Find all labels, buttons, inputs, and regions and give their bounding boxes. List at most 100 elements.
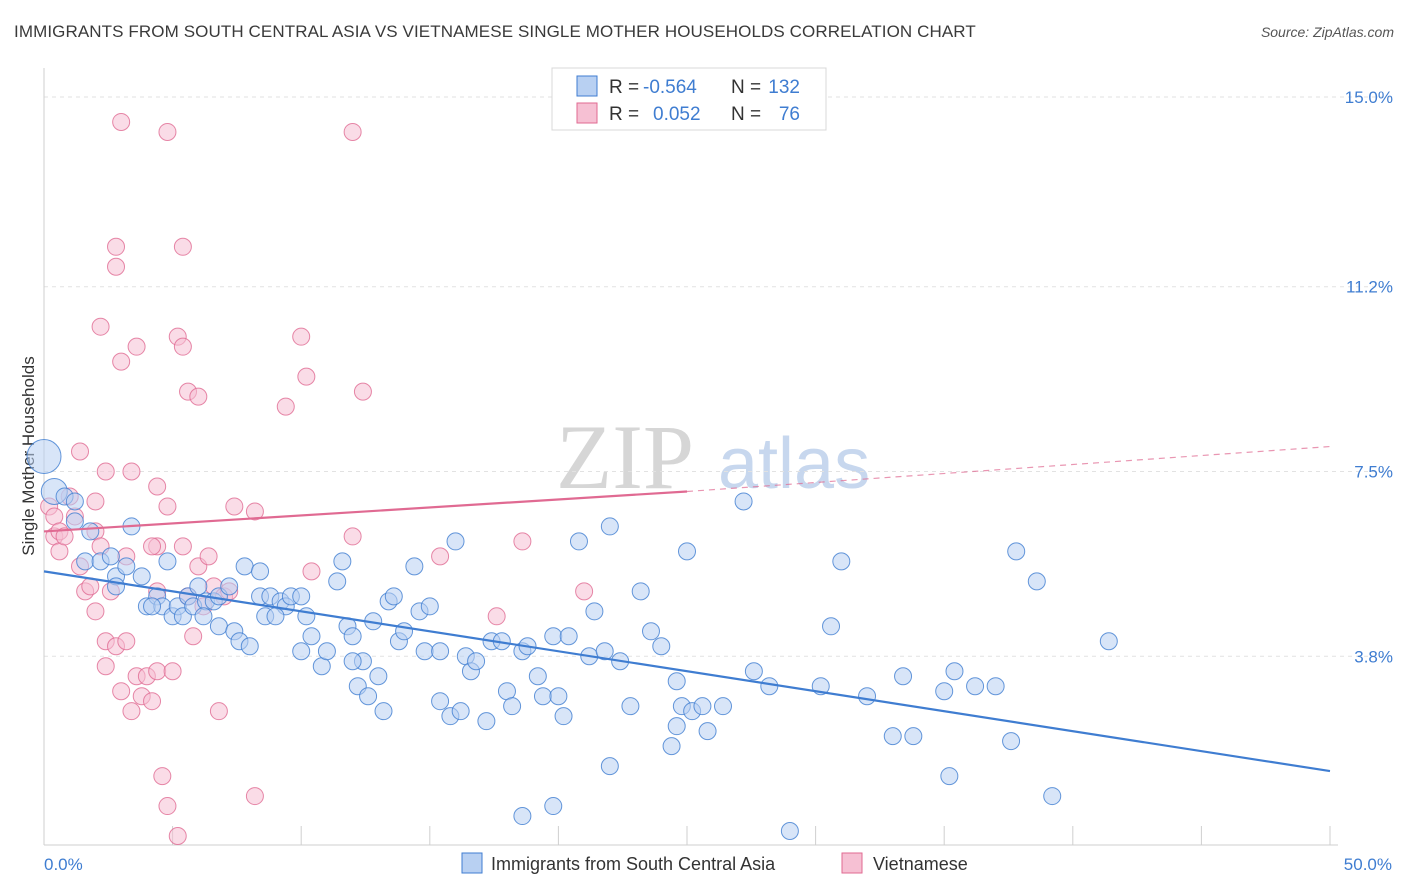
- south-central-asia-point: [698, 722, 717, 741]
- trend-lines: [43, 445, 1331, 773]
- y-axis-tick-labels: 3.8% 7.5% 11.2% 15.0%: [1345, 88, 1393, 666]
- stats-legend-box: [551, 67, 827, 131]
- vietnamese-point: [91, 317, 110, 336]
- south-central-asia-point: [1099, 632, 1118, 651]
- vietnamese-point: [45, 507, 64, 526]
- south-central-asia-point: [544, 797, 563, 816]
- watermark-atlas: atlas: [718, 424, 870, 504]
- vietnamese-point: [158, 497, 177, 516]
- south-central-asia-point: [467, 652, 486, 671]
- south-central-asia-point: [1043, 787, 1062, 806]
- south-central-asia-point: [513, 807, 532, 826]
- south-central-asia-point: [641, 622, 660, 641]
- x-tick-label-min: 0.0%: [44, 855, 83, 874]
- south-central-asia-point: [621, 697, 640, 716]
- south-central-asia-point: [780, 822, 799, 841]
- south-central-asia-point: [940, 767, 959, 786]
- south-central-asia-point: [693, 697, 712, 716]
- south-central-asia-point: [760, 677, 779, 696]
- chart-title: IMMIGRANTS FROM SOUTH CENTRAL ASIA VS VI…: [14, 22, 976, 41]
- south-central-asia-point: [26, 439, 62, 475]
- south-central-asia-point: [369, 667, 388, 686]
- south-central-asia-point: [1007, 542, 1026, 561]
- south-central-asia-point: [714, 697, 733, 716]
- vietnamese-point: [158, 797, 177, 816]
- vietnamese-point: [513, 532, 532, 551]
- vietnamese-point: [122, 702, 141, 721]
- vietnamese-point: [96, 657, 115, 676]
- vietnamese-point: [153, 767, 172, 786]
- legend-blue-n-value: 132: [768, 77, 800, 98]
- south-central-asia-point: [189, 577, 208, 596]
- legend-swatch-pink: [576, 102, 598, 124]
- south-central-asia-point: [117, 557, 136, 576]
- vietnamese-point: [487, 607, 506, 626]
- south-central-asia-point: [1002, 732, 1021, 751]
- south-central-asia-point: [359, 687, 378, 706]
- vietnamese-trend-line: [43, 490, 688, 533]
- south-central-asia-point: [107, 577, 126, 596]
- x-tick-label-max: 50.0%: [1344, 855, 1392, 874]
- south-central-asia-point: [235, 557, 254, 576]
- south-central-asia-point: [431, 692, 450, 711]
- vietnamese-point: [302, 562, 321, 581]
- vietnamese-trend-line-extension: [686, 445, 1331, 493]
- vietnamese-point: [189, 387, 208, 406]
- south-central-asia-point: [1027, 572, 1046, 591]
- vietnamese-point: [575, 582, 594, 601]
- south-central-asia-point: [240, 637, 259, 656]
- watermark: ZIP atlas: [556, 406, 870, 508]
- south-central-asia-point: [667, 672, 686, 691]
- south-central-asia-point: [81, 522, 100, 541]
- vietnamese-point: [276, 397, 295, 416]
- y-tick-label: 15.0%: [1345, 88, 1393, 107]
- vietnamese-point: [112, 352, 131, 371]
- south-central-asia-points: [26, 439, 1118, 841]
- vietnamese-point: [158, 122, 177, 141]
- south-central-asia-point: [667, 717, 686, 736]
- south-central-asia-point: [533, 687, 552, 706]
- chart-source: Source: ZipAtlas.com: [1260, 24, 1394, 40]
- south-central-asia-point: [143, 597, 162, 616]
- south-central-asia-point: [652, 637, 671, 656]
- vietnamese-point: [112, 682, 131, 701]
- south-central-asia-point: [292, 642, 311, 661]
- y-tick-label: 11.2%: [1346, 278, 1393, 297]
- south-central-asia-point: [904, 727, 923, 746]
- south-central-asia-point: [631, 582, 650, 601]
- legend-pink-r-label: R =: [609, 104, 639, 125]
- series-legend-blue-label: Immigrants from South Central Asia: [491, 854, 776, 874]
- series-legend-swatch-pink: [841, 852, 863, 874]
- south-central-asia-point: [662, 737, 681, 756]
- south-central-asia-point: [65, 512, 84, 531]
- south-central-asia-point: [65, 492, 84, 511]
- vietnamese-point: [297, 367, 316, 386]
- series-legend: Immigrants from South Central Asia Vietn…: [461, 852, 968, 874]
- vietnamese-point: [173, 537, 192, 556]
- series-legend-pink-label: Vietnamese: [873, 854, 968, 874]
- south-central-asia-point: [343, 627, 362, 646]
- legend-pink-n-value: 76: [779, 104, 800, 125]
- stats-legend: R = -0.564 N = 132 R = 0.052 N = 76: [551, 67, 827, 131]
- south-central-asia-point: [883, 727, 902, 746]
- series-legend-swatch-blue: [461, 852, 483, 874]
- south-central-asia-point: [158, 552, 177, 571]
- vietnamese-point: [343, 122, 362, 141]
- south-central-asia-point: [317, 642, 336, 661]
- south-central-asia-point: [302, 627, 321, 646]
- vietnamese-point: [343, 527, 362, 546]
- vietnamese-point: [209, 702, 228, 721]
- south-central-asia-point: [333, 552, 352, 571]
- south-central-asia-point: [251, 562, 270, 581]
- south-central-asia-point: [374, 702, 393, 721]
- vietnamese-point: [173, 337, 192, 356]
- south-central-asia-point: [76, 552, 95, 571]
- south-central-asia-point: [266, 607, 285, 626]
- vietnamese-point: [122, 462, 141, 481]
- south-central-asia-point: [477, 712, 496, 731]
- vietnamese-point: [86, 492, 105, 511]
- legend-swatch-blue: [576, 75, 598, 97]
- vietnamese-point: [184, 627, 203, 646]
- south-central-asia-point: [822, 617, 841, 636]
- south-central-asia-point: [894, 667, 913, 686]
